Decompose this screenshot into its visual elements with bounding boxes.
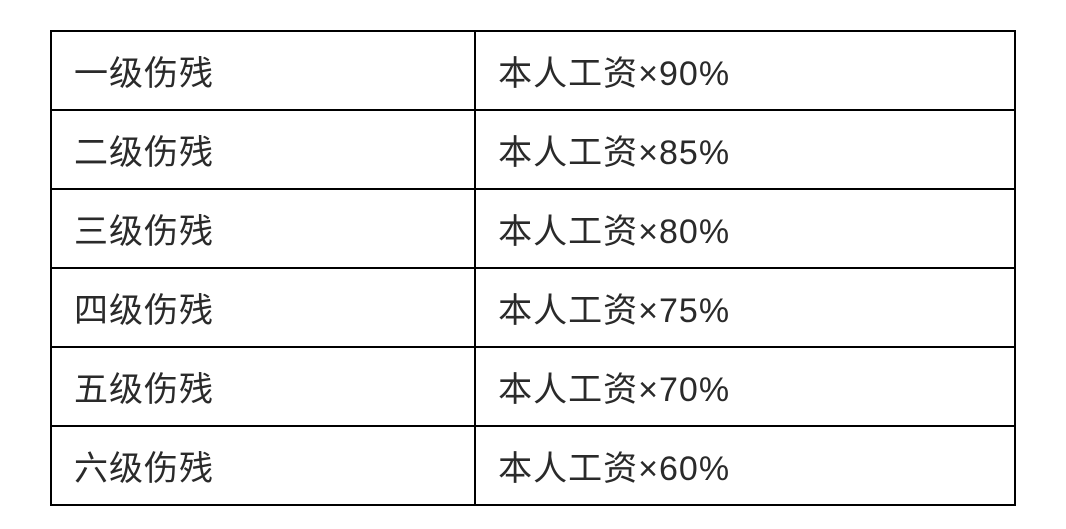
allowance-formula-cell: 本人工资×70% — [475, 347, 1015, 426]
table-row: 五级伤残 本人工资×70% — [51, 347, 1015, 426]
disability-level-cell: 五级伤残 — [51, 347, 475, 426]
disability-level-cell: 四级伤残 — [51, 268, 475, 347]
disability-level-cell: 三级伤残 — [51, 189, 475, 268]
table-row: 三级伤残 本人工资×80% — [51, 189, 1015, 268]
allowance-formula-cell: 本人工资×85% — [475, 110, 1015, 189]
disability-level-cell: 二级伤残 — [51, 110, 475, 189]
allowance-formula-cell: 本人工资×80% — [475, 189, 1015, 268]
disability-level-cell: 六级伤残 — [51, 426, 475, 505]
table-row: 二级伤残 本人工资×85% — [51, 110, 1015, 189]
data-table: 一级伤残 本人工资×90% 二级伤残 本人工资×85% 三级伤残 本人工资×80… — [50, 30, 1016, 506]
disability-level-cell: 一级伤残 — [51, 31, 475, 110]
allowance-formula-cell: 本人工资×75% — [475, 268, 1015, 347]
disability-allowance-table: 一级伤残 本人工资×90% 二级伤残 本人工资×85% 三级伤残 本人工资×80… — [50, 30, 1016, 499]
allowance-formula-cell: 本人工资×60% — [475, 426, 1015, 505]
table-row: 一级伤残 本人工资×90% — [51, 31, 1015, 110]
table-row: 六级伤残 本人工资×60% — [51, 426, 1015, 505]
allowance-formula-cell: 本人工资×90% — [475, 31, 1015, 110]
table-row: 四级伤残 本人工资×75% — [51, 268, 1015, 347]
